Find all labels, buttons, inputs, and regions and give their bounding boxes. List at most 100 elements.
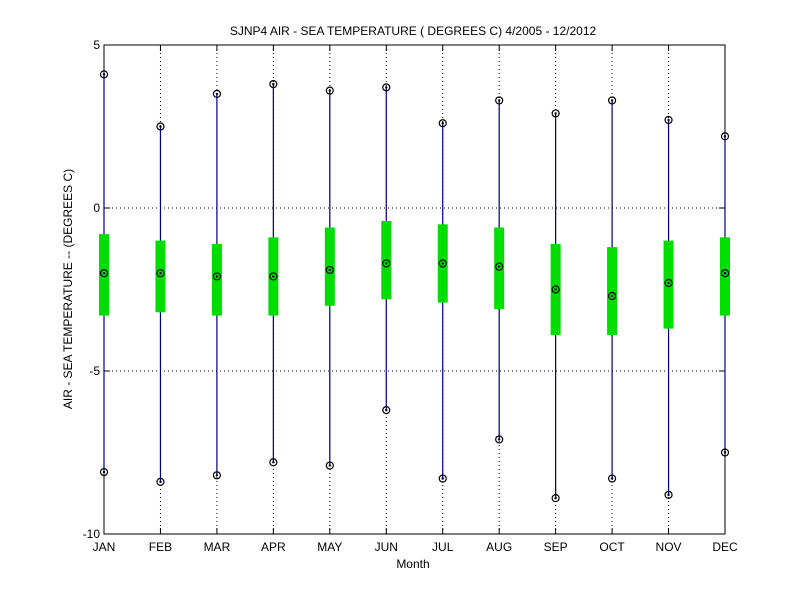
marker-circle xyxy=(212,89,222,99)
marker-circle xyxy=(607,291,617,301)
min-marker xyxy=(156,477,165,486)
x-tick-label: SEP xyxy=(544,540,568,554)
marker-dot xyxy=(159,272,162,275)
marker-circle xyxy=(551,494,560,503)
marker-dot xyxy=(102,73,106,76)
y-tick-label: -5 xyxy=(89,364,100,378)
marker-dot xyxy=(385,408,388,412)
marker-dot xyxy=(272,461,275,464)
marker-circle xyxy=(551,109,560,118)
x-tick-label: JUN xyxy=(375,540,398,554)
median-marker xyxy=(664,278,673,288)
median-marker xyxy=(607,291,617,301)
min-marker xyxy=(607,474,617,483)
marker-circle xyxy=(382,83,391,92)
x-tick-label: MAR xyxy=(204,540,231,554)
box-group-jun xyxy=(381,83,392,415)
iqr-box xyxy=(663,240,674,329)
median-marker xyxy=(325,265,334,275)
max-marker xyxy=(156,122,165,131)
marker-dot xyxy=(497,99,501,102)
max-marker xyxy=(607,96,617,105)
max-marker xyxy=(438,119,447,128)
marker-dot xyxy=(159,125,162,128)
min-marker xyxy=(551,494,560,503)
marker-circle xyxy=(99,467,109,477)
marker-circle xyxy=(495,262,504,271)
max-marker xyxy=(720,132,730,141)
chart-title: SJNP4 AIR - SEA TEMPERATURE ( DEGREES C)… xyxy=(230,24,597,38)
marker-circle xyxy=(99,269,109,278)
marker-circle xyxy=(720,132,730,141)
marker-dot xyxy=(610,294,614,298)
min-marker xyxy=(212,471,222,480)
marker-dot xyxy=(385,86,388,89)
x-tick-label: APR xyxy=(261,540,286,554)
marker-dot xyxy=(610,99,614,102)
marker-dot xyxy=(441,262,444,265)
box-group-feb xyxy=(155,122,166,486)
marker-circle xyxy=(607,474,617,483)
marker-dot xyxy=(272,82,275,86)
median-marker xyxy=(438,259,447,268)
box-group-jul xyxy=(437,119,448,483)
median-marker xyxy=(269,272,278,281)
max-marker xyxy=(551,109,560,118)
box-group-may xyxy=(324,86,335,470)
marker-dot xyxy=(554,112,557,115)
median-marker xyxy=(720,269,730,278)
box-group-aug xyxy=(494,96,505,444)
marker-circle xyxy=(212,272,222,281)
min-marker xyxy=(269,458,278,467)
marker-dot xyxy=(723,451,727,454)
marker-circle xyxy=(156,477,165,486)
marker-dot xyxy=(328,268,332,272)
marker-dot xyxy=(667,118,670,122)
marker-circle xyxy=(382,259,391,268)
marker-dot xyxy=(215,275,219,278)
marker-dot xyxy=(667,281,670,285)
min-marker xyxy=(325,461,334,470)
marker-dot xyxy=(723,135,727,138)
marker-circle xyxy=(325,265,334,275)
marker-dot xyxy=(102,470,106,474)
marker-dot xyxy=(385,262,388,265)
marker-circle xyxy=(156,269,165,278)
x-tick-label: FEB xyxy=(149,540,172,554)
axis-ticks: -10 -5 0 5 JAN FEB MAR APR MAY JUN JUL AUG SEP OCT NOV… xyxy=(83,38,738,554)
marker-circle xyxy=(720,448,730,457)
x-tick-label: OCT xyxy=(599,540,625,554)
box-group-sep xyxy=(550,109,561,503)
min-marker xyxy=(382,406,391,415)
marker-dot xyxy=(497,438,501,441)
box-group-nov xyxy=(663,115,674,499)
marker-circle xyxy=(664,278,673,288)
marker-dot xyxy=(441,122,444,125)
marker-dot xyxy=(215,474,219,477)
box-group-oct xyxy=(607,96,618,483)
x-tick-label: NOV xyxy=(656,540,682,554)
marker-circle xyxy=(495,435,504,444)
marker-dot xyxy=(328,89,332,92)
x-tick-label: JAN xyxy=(93,540,116,554)
box-group-jan xyxy=(99,70,109,477)
y-tick-label: 5 xyxy=(93,38,100,52)
max-marker xyxy=(212,89,222,99)
marker-dot xyxy=(272,275,275,278)
marker-circle xyxy=(156,122,165,131)
marker-dot xyxy=(441,477,444,480)
y-tick-label: 0 xyxy=(93,201,100,215)
min-marker xyxy=(720,448,730,457)
max-marker xyxy=(269,80,278,89)
box-marks xyxy=(99,70,730,503)
x-tick-label: MAY xyxy=(317,540,342,554)
marker-circle xyxy=(607,96,617,105)
box-group-mar xyxy=(211,89,222,480)
marker-circle xyxy=(551,285,560,294)
marker-dot xyxy=(102,272,106,275)
x-tick-label: DEC xyxy=(712,540,738,554)
marker-circle xyxy=(720,269,730,278)
median-marker xyxy=(495,262,504,271)
median-marker xyxy=(99,269,109,278)
